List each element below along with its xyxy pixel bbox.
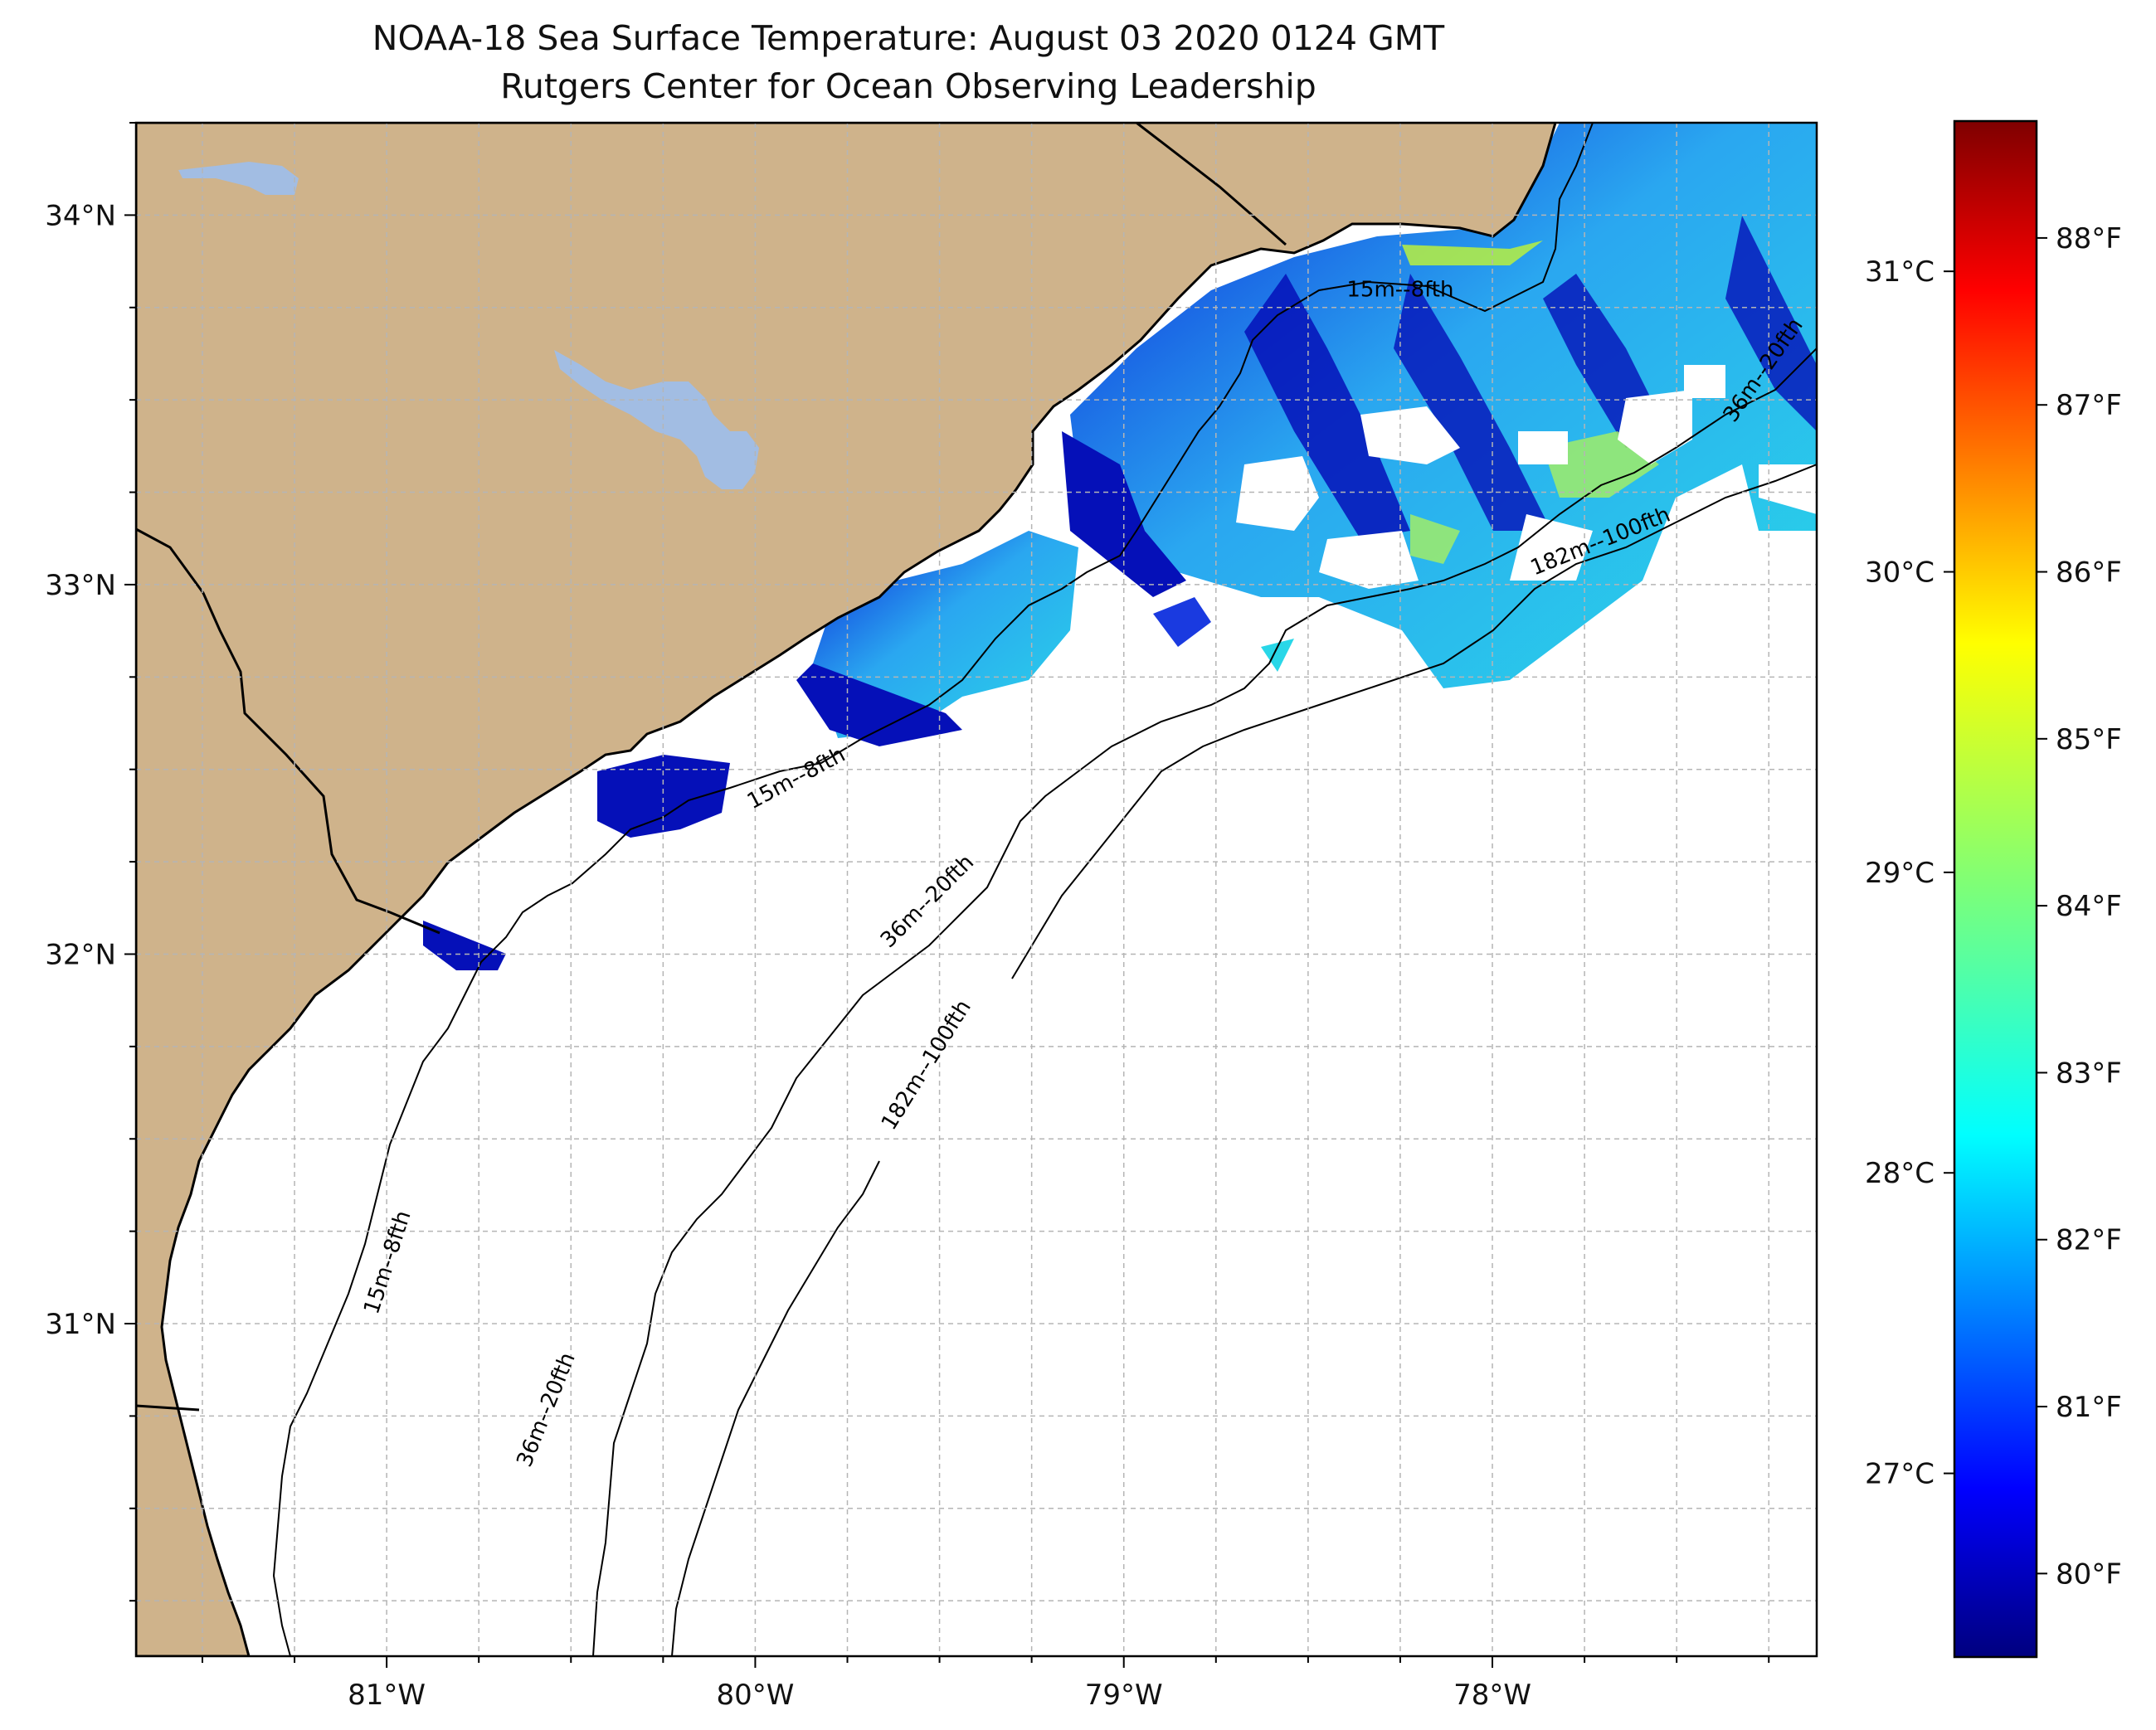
- x-tick-label: 80°W: [716, 1679, 794, 1712]
- colorbar-fahrenheit-label: 82°F: [2056, 1224, 2122, 1257]
- figure-subtitle: Rutgers Center for Ocean Observing Leade…: [500, 66, 1316, 106]
- map-gridlines: [136, 123, 1817, 1656]
- y-tick-label: 34°N: [45, 199, 116, 232]
- land-mass: [136, 123, 1557, 1656]
- lake: [554, 350, 759, 489]
- colorbar-fahrenheit-label: 88°F: [2056, 222, 2122, 255]
- sst-field: [423, 123, 1817, 970]
- figure-title: NOAA-18 Sea Surface Temperature: August …: [372, 18, 1445, 58]
- x-tick-label: 78°W: [1453, 1679, 1531, 1712]
- map-frame: [134, 121, 1818, 1658]
- colorbar-celsius-label: 31°C: [1865, 255, 1935, 289]
- colorbar-fahrenheit-label: 87°F: [2056, 389, 2122, 422]
- x-axis: 81°W 80°W 79°W 78°W: [201, 1656, 1770, 1712]
- colorbar-fahrenheit-label: 84°F: [2056, 890, 2122, 923]
- x-tick-label: 79°W: [1085, 1679, 1163, 1712]
- colorbar-fahrenheit-label: 81°F: [2056, 1391, 2122, 1424]
- y-axis: 34°N 33°N 32°N 31°N: [45, 122, 136, 1602]
- colorbar-fahrenheit-label: 86°F: [2056, 556, 2122, 590]
- colorbar-fahrenheit-label: 80°F: [2056, 1557, 2122, 1591]
- state-border: [136, 527, 440, 935]
- y-tick-label: 31°N: [45, 1308, 116, 1341]
- colorbar-fahrenheit-label: 83°F: [2056, 1057, 2122, 1090]
- state-border: [136, 1404, 200, 1412]
- state-border: [1136, 123, 1287, 246]
- colorbar-celsius-axis: 31°C 30°C 29°C 28°C 27°C: [1865, 255, 1954, 1491]
- colorbar-fahrenheit-axis: 88°F 87°F 86°F 85°F 84°F 83°F 82°F 81°F 80°F: [2037, 222, 2122, 1591]
- x-tick-label: 81°W: [348, 1679, 426, 1712]
- colorbar-celsius-label: 28°C: [1865, 1157, 1935, 1190]
- y-tick-label: 33°N: [45, 569, 116, 602]
- colorbar-celsius-label: 30°C: [1865, 556, 1935, 590]
- contour-label: 15m--8fth: [1346, 277, 1453, 302]
- y-tick-label: 32°N: [45, 938, 116, 971]
- colorbar-celsius-label: 27°C: [1865, 1458, 1935, 1491]
- colorbar-fahrenheit-label: 85°F: [2056, 723, 2122, 756]
- colorbar-celsius-label: 29°C: [1865, 857, 1935, 890]
- colorbar-gradient: [1953, 119, 2038, 1659]
- bathymetry-contours: [272, 123, 1817, 1656]
- colorbar: 31°C 30°C 29°C 28°C 27°C 88°F 87°F 86°F 85°F 84°…: [1865, 119, 2122, 1659]
- lake: [178, 162, 299, 195]
